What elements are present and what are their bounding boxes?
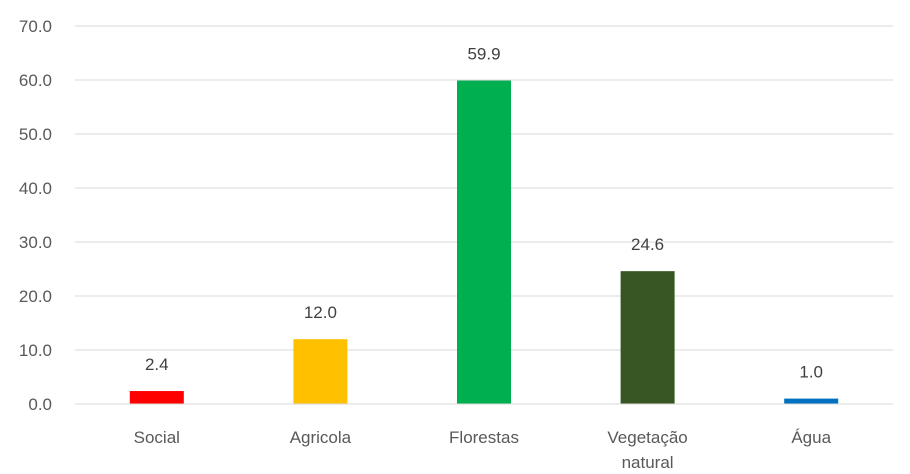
y-tick-label: 50.0 <box>19 125 52 144</box>
bar <box>784 398 839 404</box>
y-tick-label: 30.0 <box>19 233 52 252</box>
y-axis-tick-labels: 0.0 10.0 20.0 30.0 40.0 50.0 60.0 70.0 <box>19 17 52 414</box>
bar <box>129 391 184 404</box>
x-category-label: Água <box>791 428 831 447</box>
y-tick-label: 0.0 <box>28 395 52 414</box>
y-tick-label: 70.0 <box>19 17 52 36</box>
data-label: 12.0 <box>304 303 337 322</box>
x-category-label: Florestas <box>449 428 519 447</box>
data-label: 2.4 <box>145 355 169 374</box>
bars <box>129 80 839 404</box>
x-axis-category-labels: Social Agricola Florestas Vegetação natural Á… <box>134 428 832 472</box>
x-category-label: Social <box>134 428 180 447</box>
bar <box>620 271 675 404</box>
bar <box>457 80 511 404</box>
x-category-label: Agricola <box>290 428 352 447</box>
y-tick-label: 10.0 <box>19 341 52 360</box>
x-category-label: Vegetação natural <box>607 428 687 472</box>
y-tick-label: 20.0 <box>19 287 52 306</box>
data-labels: 2.4 12.0 59.9 24.6 1.0 <box>145 45 823 382</box>
data-label: 1.0 <box>799 363 823 382</box>
y-tick-label: 40.0 <box>19 179 52 198</box>
data-label: 24.6 <box>631 235 664 254</box>
data-label: 59.9 <box>467 45 500 64</box>
bar <box>293 339 348 404</box>
y-tick-label: 60.0 <box>19 71 52 90</box>
